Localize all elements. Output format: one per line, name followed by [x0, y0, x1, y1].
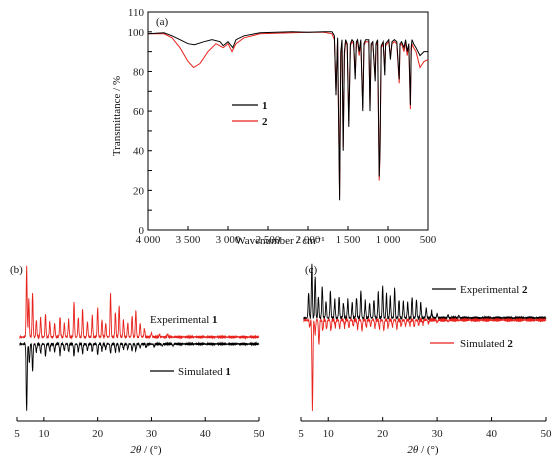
x-tick-label: 50 — [254, 428, 266, 440]
panel-b-series — [19, 265, 260, 411]
legend-label-1: 1 — [262, 100, 268, 112]
x-tick-label: 40 — [486, 428, 498, 440]
x-tick-label: 20 — [92, 428, 104, 440]
series-line-Experimental 1 — [19, 265, 260, 340]
panel-c-series — [303, 263, 547, 412]
series-line-1 — [147, 31, 428, 201]
series-line-2 — [148, 31, 429, 197]
panel-a-frame — [147, 11, 429, 231]
panel-b-x-axis: 5 10 20 30 40 50 — [14, 417, 265, 440]
y-tick-label: 100 — [128, 27, 145, 39]
x-tick-label: 20 — [377, 428, 389, 440]
panel-c-legend-simulated: Simulated 2 — [460, 338, 513, 350]
panel-a-y-axis: 0 20 40 60 80 100 110 — [128, 7, 152, 237]
x-tick-label: 5 — [14, 428, 20, 440]
y-tick-label: 0 — [139, 225, 145, 237]
panel-c: (c) 5 10 20 30 40 50 2θ / (°) Experimental 2 … — [298, 263, 552, 456]
x-tick-label: 2 500 — [256, 234, 281, 246]
x-tick-label: 10 — [38, 428, 50, 440]
y-tick-label: 80 — [133, 66, 145, 78]
panel-c-legend-experimental: Experimental 2 — [460, 284, 528, 296]
y-tick-label: 110 — [128, 7, 145, 19]
x-tick-label: 4 000 — [136, 234, 161, 246]
x-tick-label: 10 — [323, 428, 335, 440]
panel-b-legend-experimental: Experimental 1 — [150, 314, 218, 326]
y-tick-label: 60 — [133, 106, 145, 118]
x-tick-label: 3 000 — [216, 234, 241, 246]
panel-a-x-axis: 4 000 3 500 3 000 2 500 2 000 1 500 1 000 500 — [136, 226, 437, 246]
panel-b: (b) 5 10 20 30 40 50 2θ / (°) Experimental 1 … — [10, 264, 265, 456]
x-tick-label: 500 — [420, 234, 437, 246]
panel-a-xlabel: Wavenumber / cm⁻¹ — [235, 235, 324, 247]
x-tick-label: 2 000 — [296, 234, 321, 246]
x-tick-label: 30 — [432, 428, 444, 440]
x-tick-label: 1 000 — [376, 234, 401, 246]
panel-a-ylabel: Transmittance / % — [111, 76, 123, 156]
y-tick-label: 20 — [133, 185, 145, 197]
panel-b-label: (b) — [10, 264, 23, 276]
x-tick-label: 3 500 — [176, 234, 201, 246]
series-line-Simulated 1 — [19, 341, 260, 411]
series-line-Experimental 2 — [303, 263, 547, 321]
panel-a: (a) 0 20 40 60 80 100 110 4 000 3 500 3 000 2 500… — [111, 7, 437, 247]
x-tick-label: 5 — [298, 428, 304, 440]
panel-a-label: (a) — [156, 16, 169, 28]
panel-a-series — [147, 31, 429, 201]
legend-label-2: 2 — [262, 116, 268, 128]
x-tick-label: 40 — [200, 428, 212, 440]
panel-c-x-axis: 5 10 20 30 40 50 — [298, 417, 552, 440]
x-tick-label: 50 — [541, 428, 553, 440]
x-tick-label: 1 500 — [336, 234, 361, 246]
series-line-Simulated 2 — [303, 316, 547, 412]
panel-b-xlabel: 2θ / (°) — [130, 444, 162, 456]
x-tick-label: 30 — [146, 428, 158, 440]
panel-a-legend: 1 2 — [232, 100, 268, 128]
y-tick-label: 40 — [133, 146, 145, 158]
panel-c-xlabel: 2θ / (°) — [407, 444, 439, 456]
panel-b-legend-simulated: Simulated 1 — [178, 366, 231, 378]
